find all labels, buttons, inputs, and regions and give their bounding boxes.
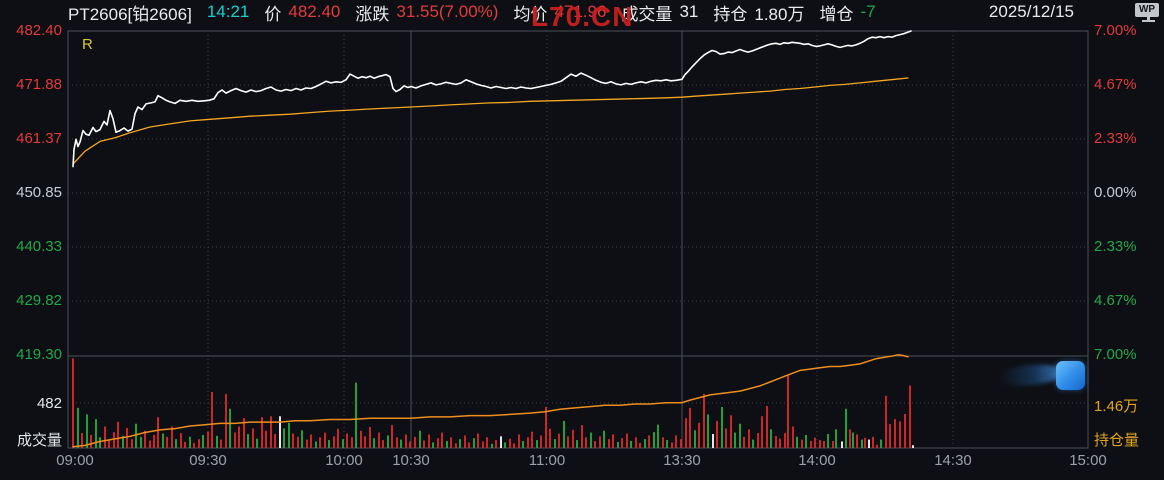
quote-header: PT2606[铂2606] 14:21 价 482.40 涨跌 31.55(7.00… — [68, 0, 1134, 24]
volume-scale-value: 482 — [36, 395, 62, 412]
price-axis-label: 471.88 — [16, 76, 62, 93]
price-axis-label: 461.37 — [16, 130, 62, 147]
open-interest-value: 1.80万 — [754, 4, 805, 24]
time-axis-label: 13:30 — [663, 452, 701, 469]
last-price-value: 482.40 — [288, 2, 341, 21]
avg-price-value: 471.96 — [554, 2, 607, 21]
wp-monitor-base — [1141, 20, 1155, 22]
price-axis-label: 419.30 — [16, 346, 62, 363]
change-value: 31.55(7.00%) — [396, 2, 499, 21]
trade-date: 2025/12/15 — [988, 2, 1074, 21]
open-interest-group: 持仓 1.80万 — [713, 0, 804, 25]
avg-price-label: 均价 — [513, 4, 548, 24]
blue-logo-cube — [1056, 361, 1085, 390]
price-label: 价 — [264, 4, 282, 24]
price-axis-label: 482.40 — [16, 22, 62, 39]
percent-axis-label: 7.00% — [1094, 346, 1137, 363]
percent-axis-label: 2.33% — [1094, 238, 1137, 255]
percent-axis-label: 2.33% — [1094, 130, 1137, 147]
change-group: 涨跌 31.55(7.00%) — [355, 0, 498, 25]
oi-change-label: 增仓 — [819, 4, 854, 24]
time-axis-label: 14:30 — [934, 452, 972, 469]
r-marker: R — [82, 36, 93, 53]
time-axis-label: 09:30 — [189, 452, 227, 469]
contract-name: PT2606[铂2606] — [68, 4, 192, 24]
time-axis-label: 10:00 — [325, 452, 363, 469]
oi-change-group: 增仓 -7 — [819, 0, 875, 25]
open-interest-scale-value: 1.46万 — [1094, 398, 1139, 415]
oi-change-value: -7 — [860, 2, 876, 21]
price-axis-label: 440.33 — [16, 238, 62, 255]
volume-group: 成交量 31 — [621, 0, 698, 25]
price-axis-label: 450.85 — [16, 184, 62, 201]
percent-axis-label: 0.00% — [1094, 184, 1137, 201]
open-interest-pane-title: 持仓量 — [1094, 432, 1140, 449]
avg-price-group: 均价 471.96 — [513, 0, 606, 25]
volume-pane-title: 成交量 — [16, 432, 62, 449]
wp-monitor-icon[interactable]: WP — [1135, 3, 1161, 25]
time-axis-label: 14:00 — [798, 452, 836, 469]
time-axis-label: 11:00 — [528, 452, 566, 469]
open-interest-label: 持仓 — [713, 4, 748, 24]
time-axis-label: 09:00 — [56, 452, 94, 469]
wp-monitor-screen: WP — [1135, 3, 1159, 17]
time-axis-label: 10:30 — [392, 452, 430, 469]
last-price-group: 价 482.40 — [264, 0, 340, 25]
percent-axis-label: 4.67% — [1094, 76, 1137, 93]
price-axis-label: 429.82 — [16, 292, 62, 309]
percent-axis-label: 7.00% — [1094, 22, 1137, 39]
percent-axis-label: 4.67% — [1094, 292, 1137, 309]
volume-value: 31 — [679, 2, 699, 21]
wp-monitor-stand — [1146, 17, 1150, 20]
time-axis-label: 15:00 — [1069, 452, 1107, 469]
quote-time: 14:21 — [206, 2, 250, 21]
volume-label: 成交量 — [621, 4, 673, 24]
change-label: 涨跌 — [355, 4, 390, 24]
